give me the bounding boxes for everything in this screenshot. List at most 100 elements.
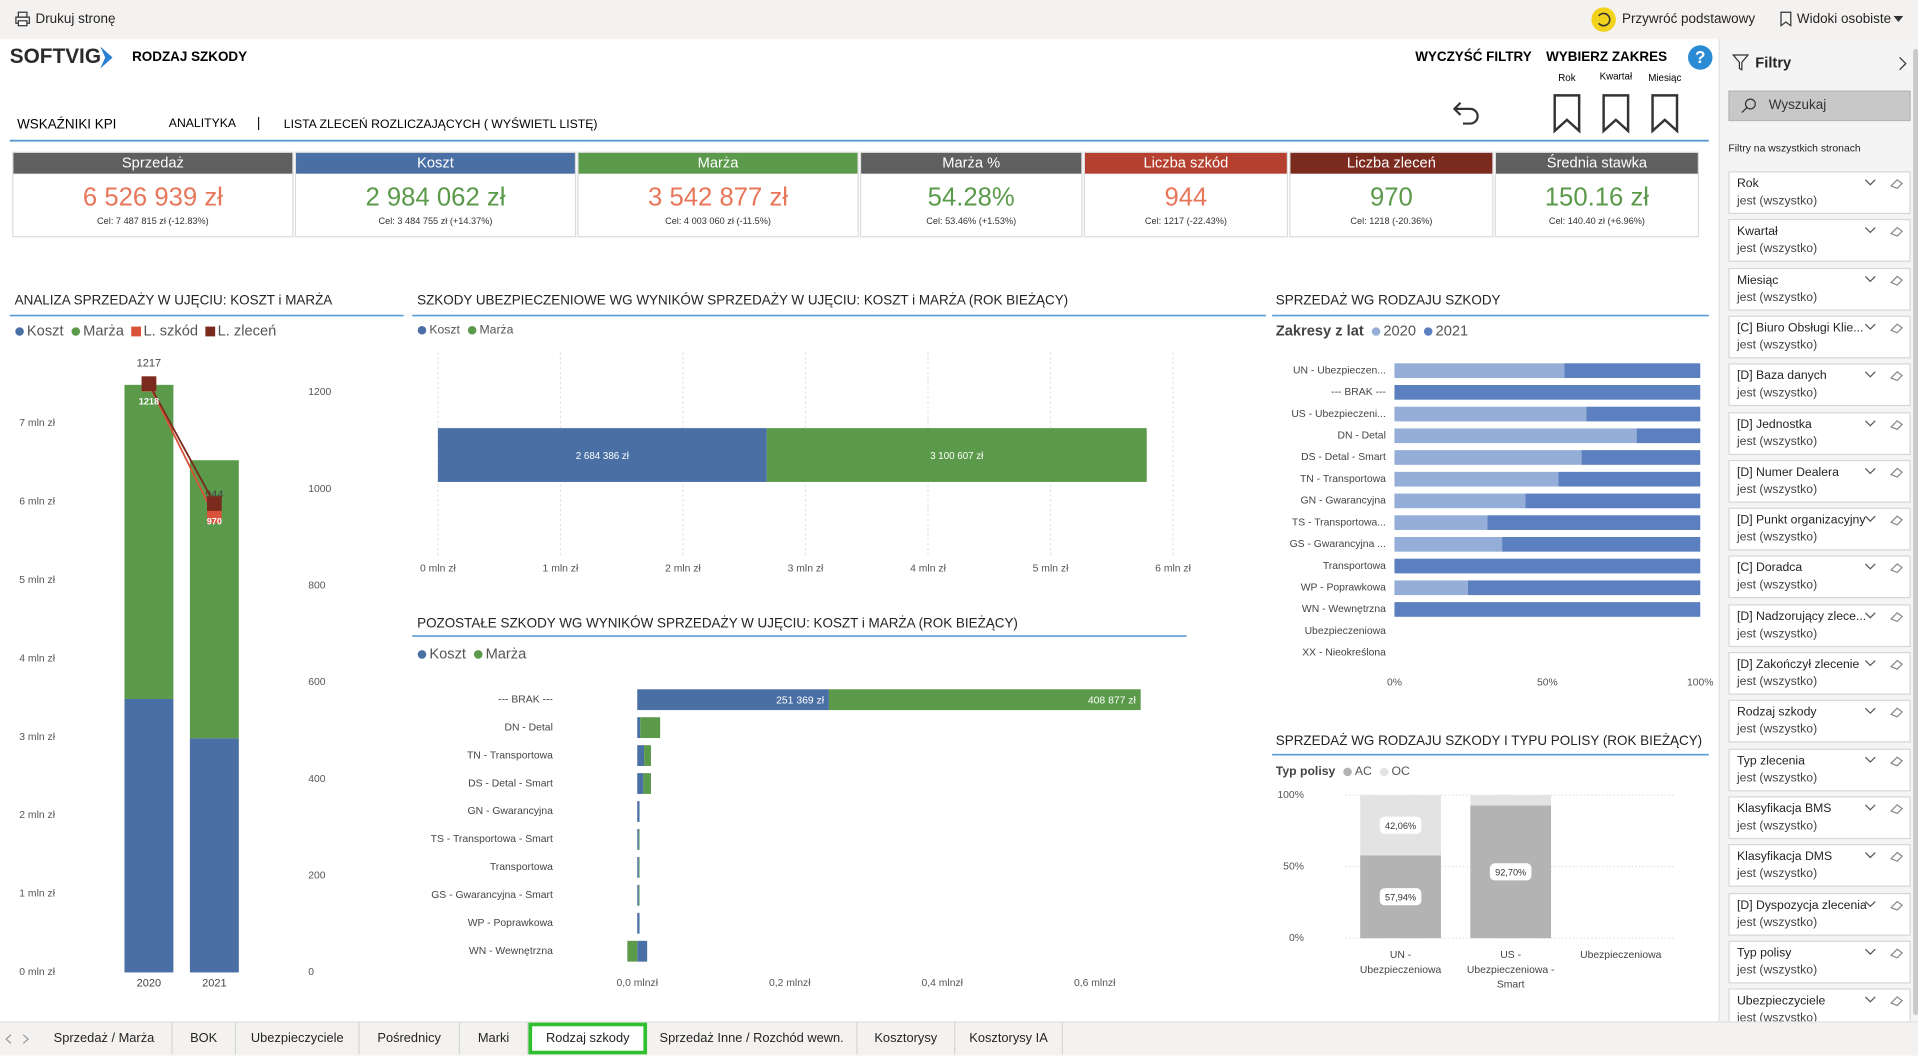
- filter-actions[interactable]: [1864, 322, 1906, 334]
- filter-card[interactable]: [D] Punkt organizacyjny jest (wszystko): [1728, 507, 1911, 551]
- bar: [1394, 580, 1468, 596]
- filter-card[interactable]: [C] Doradca jest (wszystko): [1728, 555, 1911, 599]
- filter-actions[interactable]: [1864, 658, 1906, 670]
- filter-name: Rok: [1736, 177, 1759, 191]
- bar: [637, 717, 641, 739]
- legend-label: Koszt: [429, 646, 466, 662]
- filter-card[interactable]: Typ zlecenia jest (wszystko): [1728, 748, 1911, 791]
- bar: [189, 738, 239, 973]
- tab[interactable]: Ubezpieczyciele: [236, 1022, 360, 1055]
- data-label: 408 877 zł: [1088, 696, 1137, 707]
- scrollbar[interactable]: [1913, 48, 1918, 1016]
- filter-card[interactable]: [D] Jednostka jest (wszystko): [1728, 411, 1911, 455]
- filter-actions[interactable]: [1864, 610, 1906, 622]
- filter-actions[interactable]: [1864, 947, 1906, 959]
- tab-scroll[interactable]: [5, 1034, 30, 1045]
- filter-actions[interactable]: [1864, 754, 1906, 766]
- filter-actions[interactable]: [1864, 418, 1906, 430]
- filter-actions[interactable]: [1864, 562, 1906, 574]
- bar: [637, 745, 645, 766]
- help-button[interactable]: [1688, 45, 1713, 70]
- legend-marker: [1371, 327, 1381, 336]
- tab[interactable]: Pośrednicy: [360, 1022, 460, 1055]
- filter-actions[interactable]: [1864, 514, 1906, 526]
- legend-marker: [71, 327, 81, 336]
- filter-card[interactable]: [D] Baza danych jest (wszystko): [1728, 363, 1911, 407]
- filter-actions[interactable]: [1864, 706, 1906, 718]
- filter-name: [D] Zakończył zlecenie: [1736, 658, 1860, 672]
- filter-card[interactable]: [D] Dyspozycja zlecenia jest (wszystko): [1728, 892, 1911, 936]
- legend-label: Koszt: [27, 323, 64, 339]
- bar: [1394, 406, 1587, 422]
- tab[interactable]: Kosztorysy IA: [955, 1022, 1063, 1055]
- filter-actions[interactable]: [1864, 370, 1906, 382]
- y2-tick-label: 1200: [308, 387, 331, 398]
- filter-actions[interactable]: [1864, 898, 1906, 911]
- reset-button[interactable]: Przywróć podstawowy: [1621, 12, 1756, 27]
- filter-card[interactable]: Klasyfikacja DMS jest (wszystko): [1728, 844, 1911, 888]
- nav-analytics[interactable]: ANALITYKA: [169, 116, 237, 130]
- filter-state: jest (wszystko): [1736, 194, 1818, 208]
- legend-label: Marża: [83, 323, 125, 339]
- filter-name: [D] Numer Dealera: [1736, 465, 1839, 480]
- tab[interactable]: Marki: [460, 1022, 529, 1055]
- legend-label: L. zleceń: [218, 323, 277, 339]
- x-tick-label: 2 mln zł: [665, 564, 701, 575]
- nav-list[interactable]: LISTA ZLECEŃ ROZLICZAJĄCYCH ( WYŚWIETL L…: [284, 116, 598, 131]
- filter-search[interactable]: Wyszukaj: [1728, 90, 1911, 122]
- filter-card[interactable]: Miesiąc jest (wszystko): [1728, 267, 1911, 311]
- help-label[interactable]: ?: [1695, 48, 1705, 67]
- reset-icon[interactable]: [1590, 6, 1617, 33]
- x-tick-label: 0,2 mlnzł: [769, 978, 811, 989]
- nav-separator: |: [257, 115, 261, 130]
- filter-card[interactable]: Rodzaj szkody jest (wszystko): [1728, 700, 1911, 743]
- filter-name: Rodzaj szkody: [1736, 706, 1817, 720]
- filter-card[interactable]: [D] Numer Dealera jest (wszystko): [1728, 459, 1911, 503]
- bar: [1394, 515, 1488, 530]
- filter-card[interactable]: [D] Zakończył zlecenie jest (wszystko): [1728, 651, 1911, 695]
- filter-actions[interactable]: [1864, 802, 1906, 815]
- filter-card[interactable]: Kwartał jest (wszystko): [1728, 219, 1911, 263]
- filter-card[interactable]: Klasyfikacja BMS jest (wszystko): [1728, 796, 1911, 839]
- nav-kpi[interactable]: WSKAŹNIKI KPI: [17, 116, 116, 131]
- filter-card[interactable]: [D] Nadzorujący zlece... jest (wszystko): [1728, 603, 1911, 647]
- filter-actions[interactable]: [1864, 995, 1906, 1007]
- filter-card[interactable]: Rok jest (wszystko): [1728, 171, 1911, 215]
- print-icon[interactable]: [15, 11, 31, 27]
- tab[interactable]: Sprzedaż Inne / Rozchód wewn.: [647, 1022, 858, 1055]
- kpi-card: Liczba szkód 944 Cel: 1217 (-22.43%): [1083, 151, 1289, 238]
- x-tick-label: 3 mln zł: [788, 564, 824, 575]
- tab[interactable]: Kosztorysy: [857, 1022, 956, 1055]
- views-icon[interactable]: [1780, 11, 1792, 27]
- range-option[interactable]: Kwartał: [1600, 72, 1633, 83]
- legend-label: 2020: [1383, 323, 1416, 339]
- bookmark-icons[interactable]: [1553, 94, 1679, 134]
- x-tick-label: 100%: [1687, 677, 1714, 688]
- y-tick-label: WN - Wewnętrzna: [469, 946, 553, 957]
- range-option[interactable]: Rok: [1558, 73, 1575, 84]
- tab[interactable]: Rodzaj szkody: [528, 1022, 648, 1055]
- print-button[interactable]: Drukuj stronę: [35, 12, 116, 27]
- data-label: 970: [207, 516, 222, 526]
- filter-actions[interactable]: [1864, 850, 1906, 863]
- y-tick-label: 3 mln zł: [19, 732, 55, 743]
- filter-card[interactable]: Typ polisy jest (wszystko): [1728, 940, 1911, 984]
- filter-actions[interactable]: [1864, 466, 1906, 478]
- filter-actions[interactable]: [1864, 225, 1906, 238]
- bar: [124, 384, 174, 699]
- clear-filters[interactable]: WYCZYŚĆ FILTRY: [1415, 49, 1531, 64]
- views-caret[interactable]: [1893, 15, 1904, 23]
- bar: [1564, 363, 1701, 378]
- tab[interactable]: BOK: [172, 1022, 237, 1055]
- undo-icon[interactable]: [1452, 101, 1479, 125]
- filter-actions[interactable]: [1864, 177, 1906, 190]
- collapse-icon[interactable]: [1898, 56, 1908, 71]
- filter-actions[interactable]: [1864, 274, 1906, 286]
- kpi-target: Cel: 1217 (-22.43%): [1144, 215, 1227, 227]
- filter-state: jest (wszystko): [1736, 915, 1818, 930]
- views-button[interactable]: Widoki osobiste: [1796, 12, 1892, 27]
- tab[interactable]: Sprzedaż / Marża: [37, 1022, 173, 1055]
- kpi-label: Koszt: [296, 152, 575, 174]
- filter-card[interactable]: [C] Biuro Obsługi Klie... jest (wszystko): [1728, 315, 1911, 359]
- range-option[interactable]: Miesiąc: [1648, 73, 1681, 84]
